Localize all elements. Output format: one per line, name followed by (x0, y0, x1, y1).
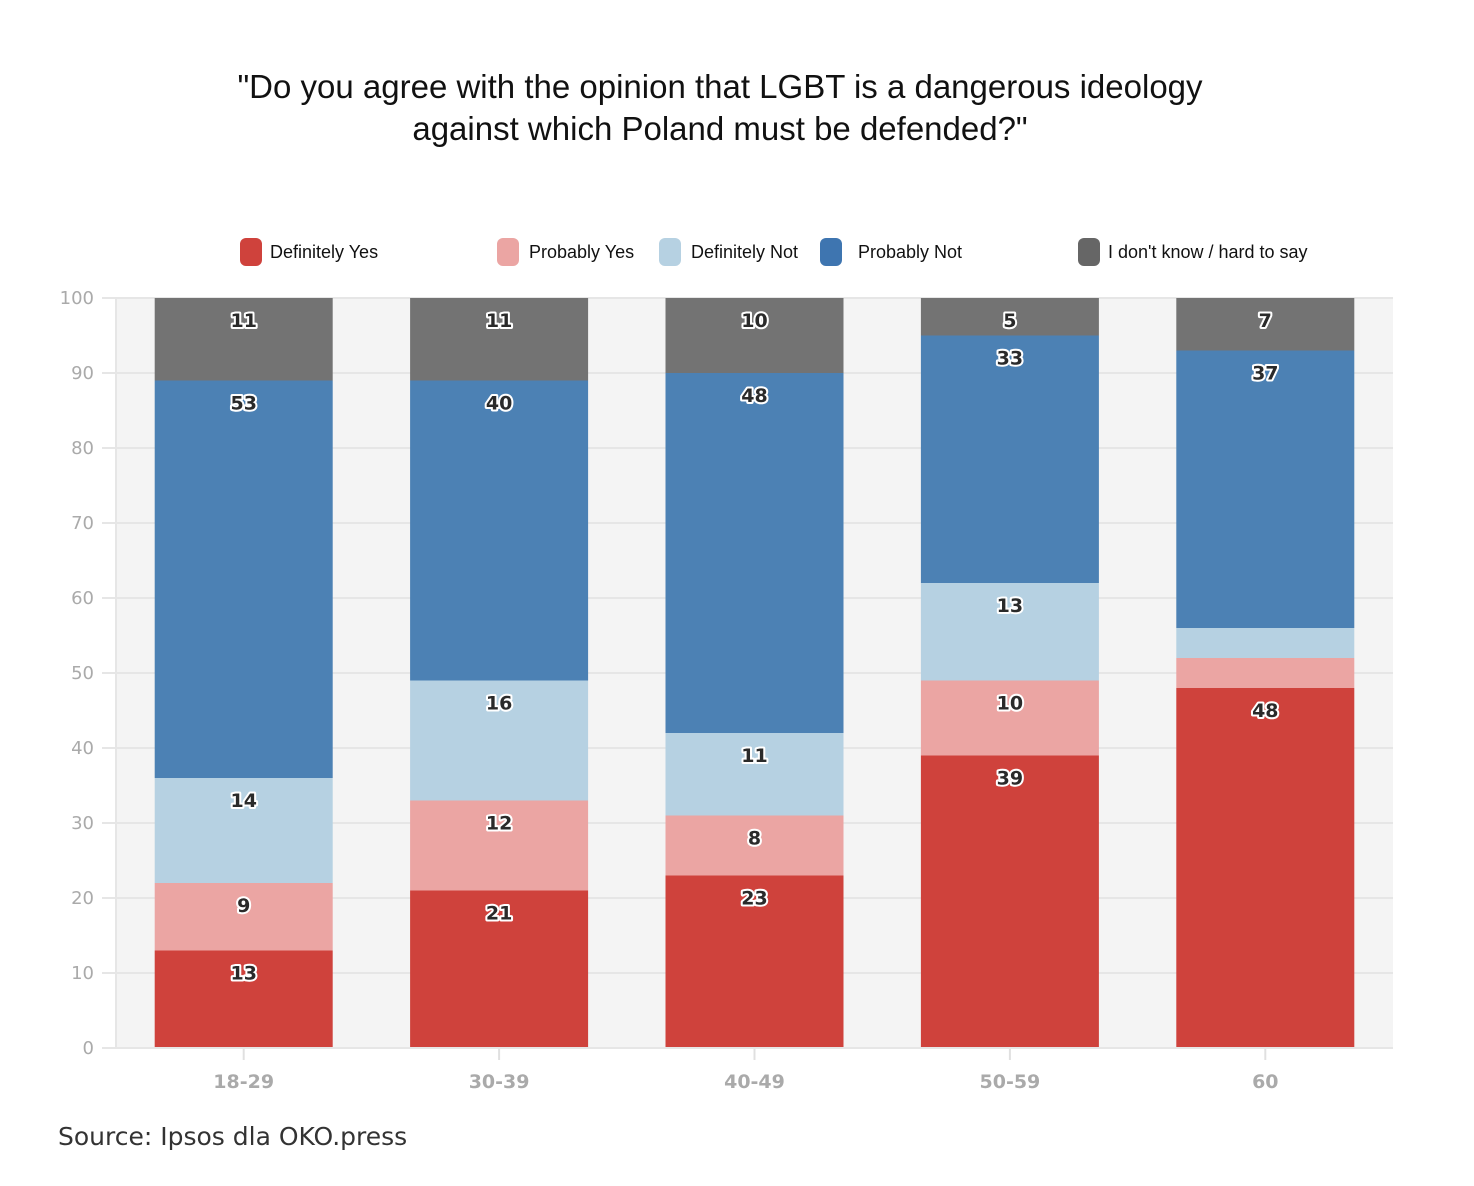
bar-segment (410, 680, 589, 801)
data-label: 53 (230, 393, 256, 415)
data-label: 21 (486, 903, 512, 925)
data-label: 10 (997, 693, 1023, 715)
legend-swatch (497, 238, 519, 266)
x-tick-label: 18-29 (213, 1071, 274, 1093)
legend-label: Definitely Not (691, 242, 798, 262)
legend-label: I don't know / hard to say (1108, 242, 1308, 262)
bar-segment (920, 680, 1099, 756)
data-label: 37 (1252, 363, 1278, 385)
y-tick-label: 70 (71, 513, 94, 534)
bar-segment (410, 298, 589, 381)
bar-segment (665, 815, 844, 876)
bar-segment (920, 335, 1099, 583)
source-note: Source: Ipsos dla OKO.press (58, 1122, 408, 1151)
bar-segment (410, 800, 589, 891)
legend-label: Probably Yes (529, 242, 634, 262)
bar-segment (665, 298, 844, 373)
y-tick-label: 30 (71, 813, 94, 834)
bar-segment (154, 778, 333, 883)
value-labels: 13 9 14 53 11 21 12 16 40 11 23 8 11 48 10 39 10 13 33 5 48 3… (228, 308, 1280, 987)
bar-segment (920, 583, 1099, 681)
legend-label: Definitely Yes (270, 242, 378, 262)
x-tick-label: 60 (1252, 1071, 1278, 1093)
data-label: 40 (486, 393, 512, 415)
bars (154, 298, 1355, 1048)
bar-segment (154, 950, 333, 1048)
y-tick-label: 100 (60, 288, 94, 309)
bar-segment (1176, 298, 1355, 351)
data-label: 13 (230, 963, 256, 985)
y-tick-label: 40 (71, 738, 94, 759)
data-label: 8 (748, 828, 761, 850)
bar-segment (1176, 350, 1355, 628)
data-label: 11 (486, 310, 512, 332)
bar-segment (410, 380, 589, 681)
legend-swatch (240, 238, 262, 266)
bar-segment (665, 875, 844, 1048)
bar-segment (154, 380, 333, 778)
y-tick-label: 80 (71, 438, 94, 459)
x-tick-label: 40-49 (724, 1071, 785, 1093)
data-label: 12 (486, 813, 512, 835)
legend-swatch (820, 238, 842, 266)
bar-segment (920, 755, 1099, 1048)
legend-label: Probably Not (858, 242, 962, 262)
x-tick-label: 30-39 (469, 1071, 530, 1093)
y-tick-label: 10 (71, 963, 94, 984)
bar-segment (1176, 628, 1355, 658)
data-label: 5 (1003, 310, 1016, 332)
data-label: 39 (997, 768, 1023, 790)
data-label: 16 (486, 693, 512, 715)
chart-title: "Do you agree with the opinion that LGBT… (0, 66, 1440, 150)
y-tick-label: 60 (71, 588, 94, 609)
y-tick-label: 20 (71, 888, 94, 909)
legend-swatch (659, 238, 681, 266)
data-label: 13 (997, 595, 1023, 617)
data-label: 14 (230, 790, 256, 812)
data-label: 48 (741, 385, 767, 407)
y-tick-label: 90 (71, 363, 94, 384)
data-label: 48 (1252, 700, 1278, 722)
x-axis: 18-29 30-39 40-49 50-59 60 (116, 1047, 1393, 1093)
bar-segment (665, 733, 844, 816)
data-label: 7 (1259, 310, 1272, 332)
x-tick-label: 50-59 (980, 1071, 1041, 1093)
bar-segment (665, 373, 844, 733)
legend: Definitely Yes Probably Yes Definitely Not… (240, 238, 1308, 266)
y-axis: 0 10 20 30 40 50 60 70 80 90 100 (60, 288, 117, 1059)
y-tick-label: 50 (71, 663, 94, 684)
bar-segment (154, 298, 333, 381)
chart-title-line-1: "Do you agree with the opinion that LGBT… (237, 68, 1203, 105)
data-label: 23 (741, 888, 767, 910)
bar-segment (410, 890, 589, 1048)
bar-segment (920, 298, 1099, 336)
data-label: 33 (997, 348, 1023, 370)
chart-title-line-2: against which Poland must be defended?" (412, 110, 1028, 147)
data-label: 9 (237, 895, 250, 917)
legend-swatch (1078, 238, 1100, 266)
bar-segment (1176, 658, 1355, 688)
data-label: 11 (230, 310, 256, 332)
y-tick-label: 0 (83, 1038, 94, 1059)
data-label: 10 (741, 310, 767, 332)
bar-segment (1176, 688, 1355, 1048)
data-label: 11 (741, 745, 767, 767)
bar-segment (154, 883, 333, 951)
